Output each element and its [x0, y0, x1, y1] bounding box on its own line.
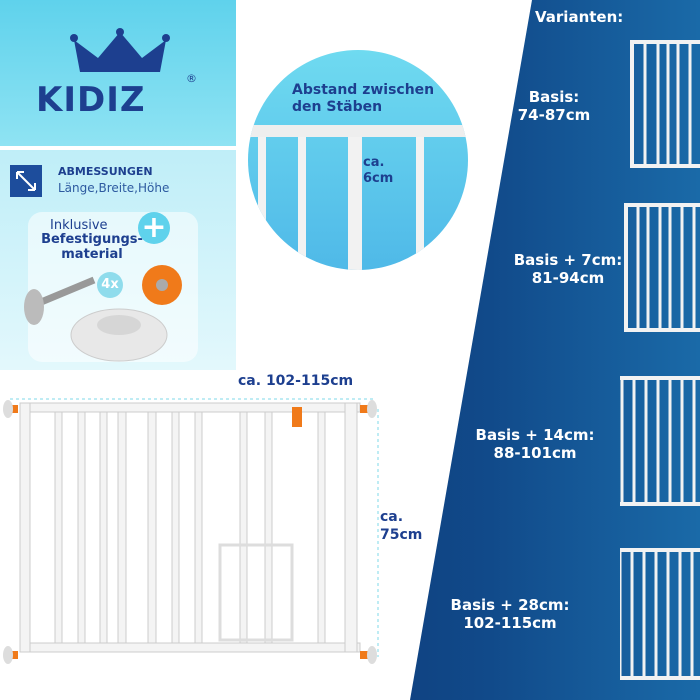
variant-range: 74-87cm — [517, 106, 591, 124]
bar-spacing-closeup — [248, 50, 468, 270]
gate-height-label: ca. 75cm — [380, 509, 423, 543]
variants-title: Varianten: — [535, 8, 624, 26]
included-line2: Befestigungs-material — [41, 232, 143, 262]
spacing-title: Abstand zwischen den Stäben — [292, 82, 435, 115]
variant-range: 102-115cm — [463, 614, 557, 632]
variant-name: Basis + 7cm: — [513, 251, 623, 269]
mounting-hardware-image — [24, 265, 182, 362]
variant-name: Basis + 28cm: — [450, 596, 570, 614]
quantity-badge: 4x — [97, 272, 123, 298]
brand-logo: KIDIZ — [36, 80, 146, 120]
spacing-value: ca. 6cm — [363, 155, 394, 186]
variant-3: Basis + 14cm: 88-101cm — [455, 426, 615, 462]
included-line1: Inklusive — [50, 218, 108, 233]
gate-image — [3, 398, 379, 664]
diagonal-arrows-icon — [10, 165, 42, 197]
variant-4: Basis + 28cm: 102-115cm — [430, 596, 590, 632]
dimensions-title: ABMESSUNGEN — [58, 165, 153, 178]
variant-name: Basis + 14cm: — [475, 426, 595, 444]
crown-icon — [70, 28, 170, 72]
variant-2: Basis + 7cm: 81-94cm — [488, 251, 648, 287]
variant-1: Basis: 74-87cm — [484, 88, 624, 124]
logo-panel — [0, 0, 236, 146]
plus-icon: + — [138, 212, 170, 244]
registered-mark: ® — [186, 72, 197, 85]
variant-gate-images — [620, 40, 700, 680]
variant-range: 81-94cm — [531, 269, 605, 287]
variant-name: Basis: — [528, 88, 580, 106]
gate-width-label: ca. 102-115cm — [238, 373, 354, 389]
dimensions-subtitle: Länge,Breite,Höhe — [58, 181, 170, 195]
variant-range: 88-101cm — [493, 444, 577, 462]
